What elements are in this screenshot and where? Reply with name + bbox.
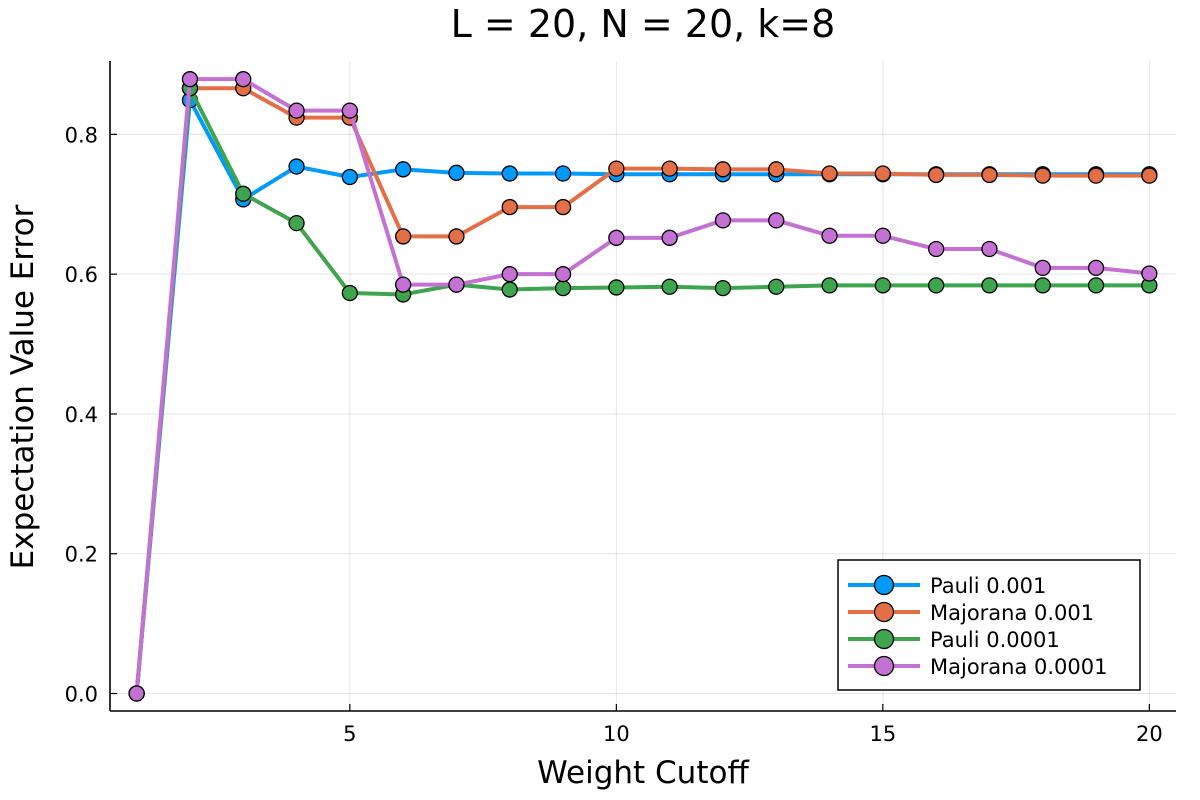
data-point — [341, 168, 359, 186]
data-point — [768, 278, 785, 295]
data-point — [1087, 259, 1105, 277]
data-point — [501, 198, 518, 216]
legend-label: Majorana 0.001 — [930, 601, 1094, 625]
y-tick-label: 0.8 — [65, 123, 98, 147]
x-tick-label: 20 — [1136, 722, 1163, 746]
data-point — [874, 165, 891, 182]
legend-swatch-marker — [873, 601, 895, 623]
legend-item: Pauli 0.001 — [848, 574, 1046, 598]
series-line — [134, 86, 1152, 696]
data-point — [714, 161, 732, 178]
data-point — [714, 280, 732, 297]
data-point — [661, 278, 678, 295]
data-point — [1141, 265, 1158, 282]
data-point — [768, 161, 785, 178]
data-point — [341, 284, 359, 302]
legend-swatch-marker — [873, 655, 895, 677]
data-point — [1034, 277, 1051, 294]
legend-label: Majorana 0.0001 — [930, 655, 1108, 679]
data-point — [661, 229, 678, 246]
data-point — [608, 229, 625, 246]
series-line — [134, 86, 1152, 696]
series-4 — [128, 71, 1158, 702]
x-axis-label: Weight Cutoff — [537, 755, 749, 791]
data-point — [608, 279, 625, 296]
x-tick-label: 10 — [603, 722, 630, 746]
data-point — [554, 280, 572, 297]
data-point — [554, 165, 572, 182]
data-point — [448, 228, 465, 245]
data-point — [821, 277, 838, 294]
data-point — [714, 212, 732, 229]
data-point — [288, 102, 305, 119]
data-point — [821, 227, 838, 244]
legend-swatch-marker — [873, 574, 895, 596]
data-point — [928, 277, 945, 294]
series-layer — [128, 71, 1158, 702]
data-point — [874, 227, 891, 244]
data-point — [448, 164, 465, 181]
data-point — [874, 277, 891, 294]
data-point — [928, 166, 945, 184]
data-point — [821, 165, 838, 182]
data-point — [1141, 167, 1158, 184]
data-point — [554, 266, 572, 283]
data-point — [235, 71, 252, 88]
data-point — [448, 276, 465, 293]
y-tick-label: 0.6 — [65, 263, 98, 287]
data-point — [181, 71, 199, 88]
data-point — [128, 685, 145, 702]
chart-title: L = 20, N = 20, k=8 — [451, 2, 836, 46]
legend: Pauli 0.001 Majorana 0.001 Pauli 0.0001 Maj… — [837, 559, 1141, 691]
data-point — [501, 266, 518, 283]
data-point — [394, 161, 412, 178]
data-point — [981, 166, 998, 184]
data-point — [288, 215, 305, 232]
legend-swatch-marker — [873, 628, 895, 650]
data-point — [661, 160, 678, 177]
data-point — [1034, 259, 1051, 277]
data-point — [501, 165, 518, 182]
x-tick-label: 15 — [869, 722, 896, 746]
legend-label: Pauli 0.001 — [930, 574, 1046, 598]
y-tick-label: 0.4 — [65, 403, 98, 427]
axes: 5 10 15 20 0.0 0.2 0.4 0.6 0.8 — [65, 61, 1176, 746]
data-point — [394, 276, 412, 293]
y-tick-label: 0.0 — [65, 683, 98, 707]
data-point — [554, 198, 572, 216]
data-point — [235, 185, 252, 202]
data-point — [981, 240, 998, 258]
y-tick-label: 0.2 — [65, 543, 98, 567]
legend-label: Pauli 0.0001 — [930, 628, 1060, 652]
data-point — [341, 102, 359, 119]
x-tick-label: 5 — [343, 722, 356, 746]
data-point — [394, 228, 412, 245]
data-point — [501, 281, 518, 298]
data-point — [288, 158, 305, 175]
y-axis-label: Expectation Value Error — [5, 204, 41, 569]
data-point — [928, 240, 945, 258]
data-point — [1034, 167, 1051, 184]
legend-item: Majorana 0.0001 — [848, 655, 1108, 679]
series-line — [134, 77, 1152, 696]
legend-item: Majorana 0.001 — [848, 601, 1094, 625]
data-point — [981, 277, 998, 294]
data-point — [1087, 167, 1105, 184]
legend-item: Pauli 0.0001 — [848, 628, 1060, 652]
data-point — [768, 212, 785, 229]
data-point — [608, 160, 625, 177]
data-point — [1087, 277, 1105, 294]
